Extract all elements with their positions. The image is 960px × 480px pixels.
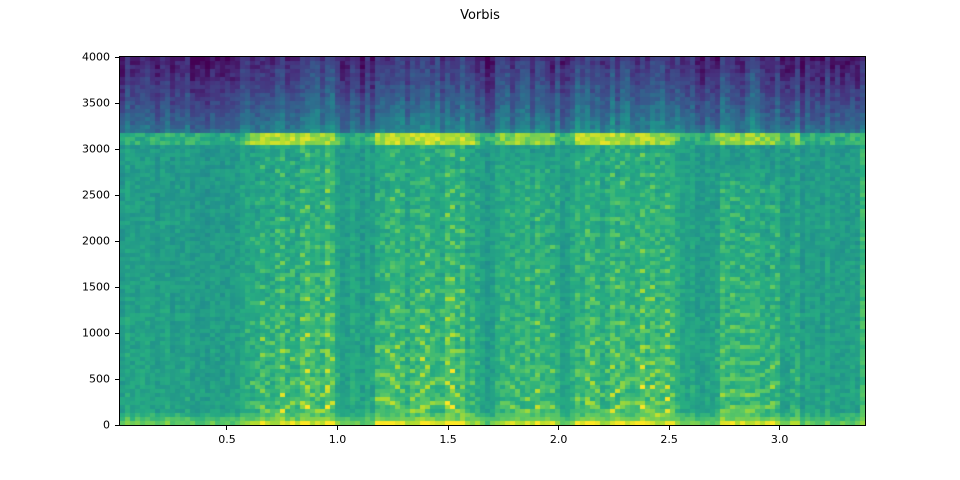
y-tick-label: 4000 [82,50,110,64]
x-tick-label: 2.0 [549,433,568,446]
x-tick-label: 1.5 [439,433,457,446]
y-tick-mark [115,332,119,334]
y-tick-label: 3500 [82,96,110,110]
y-tick-label: 2500 [82,188,110,202]
x-tick-label: 0.5 [218,433,236,446]
y-tick-label: 500 [89,372,110,386]
y-tick-mark [115,148,119,150]
x-tick-label: 3.0 [770,433,789,446]
y-tick-mark [115,286,119,288]
x-tick-label: 1.0 [328,433,347,446]
y-tick-mark [115,424,119,426]
y-tick-label: 2000 [82,234,110,248]
y-tick-label: 0 [103,418,110,432]
y-tick-label: 1000 [82,326,110,340]
y-tick-label: 1500 [82,280,110,294]
y-tick-mark [115,240,119,242]
y-tick-label: 3000 [82,142,110,156]
y-tick-mark [115,378,119,380]
spectrogram-canvas [120,57,865,425]
chart-title: Vorbis [460,8,500,23]
x-tick-mark [558,426,560,430]
x-tick-mark [337,426,339,430]
x-tick-mark [779,426,781,430]
y-tick-mark [115,102,119,104]
y-tick-mark [115,56,119,58]
x-tick-mark [226,426,228,430]
x-tick-label: 2.5 [660,433,678,446]
x-tick-mark [447,426,449,430]
x-tick-mark [668,426,670,430]
y-tick-mark [115,194,119,196]
